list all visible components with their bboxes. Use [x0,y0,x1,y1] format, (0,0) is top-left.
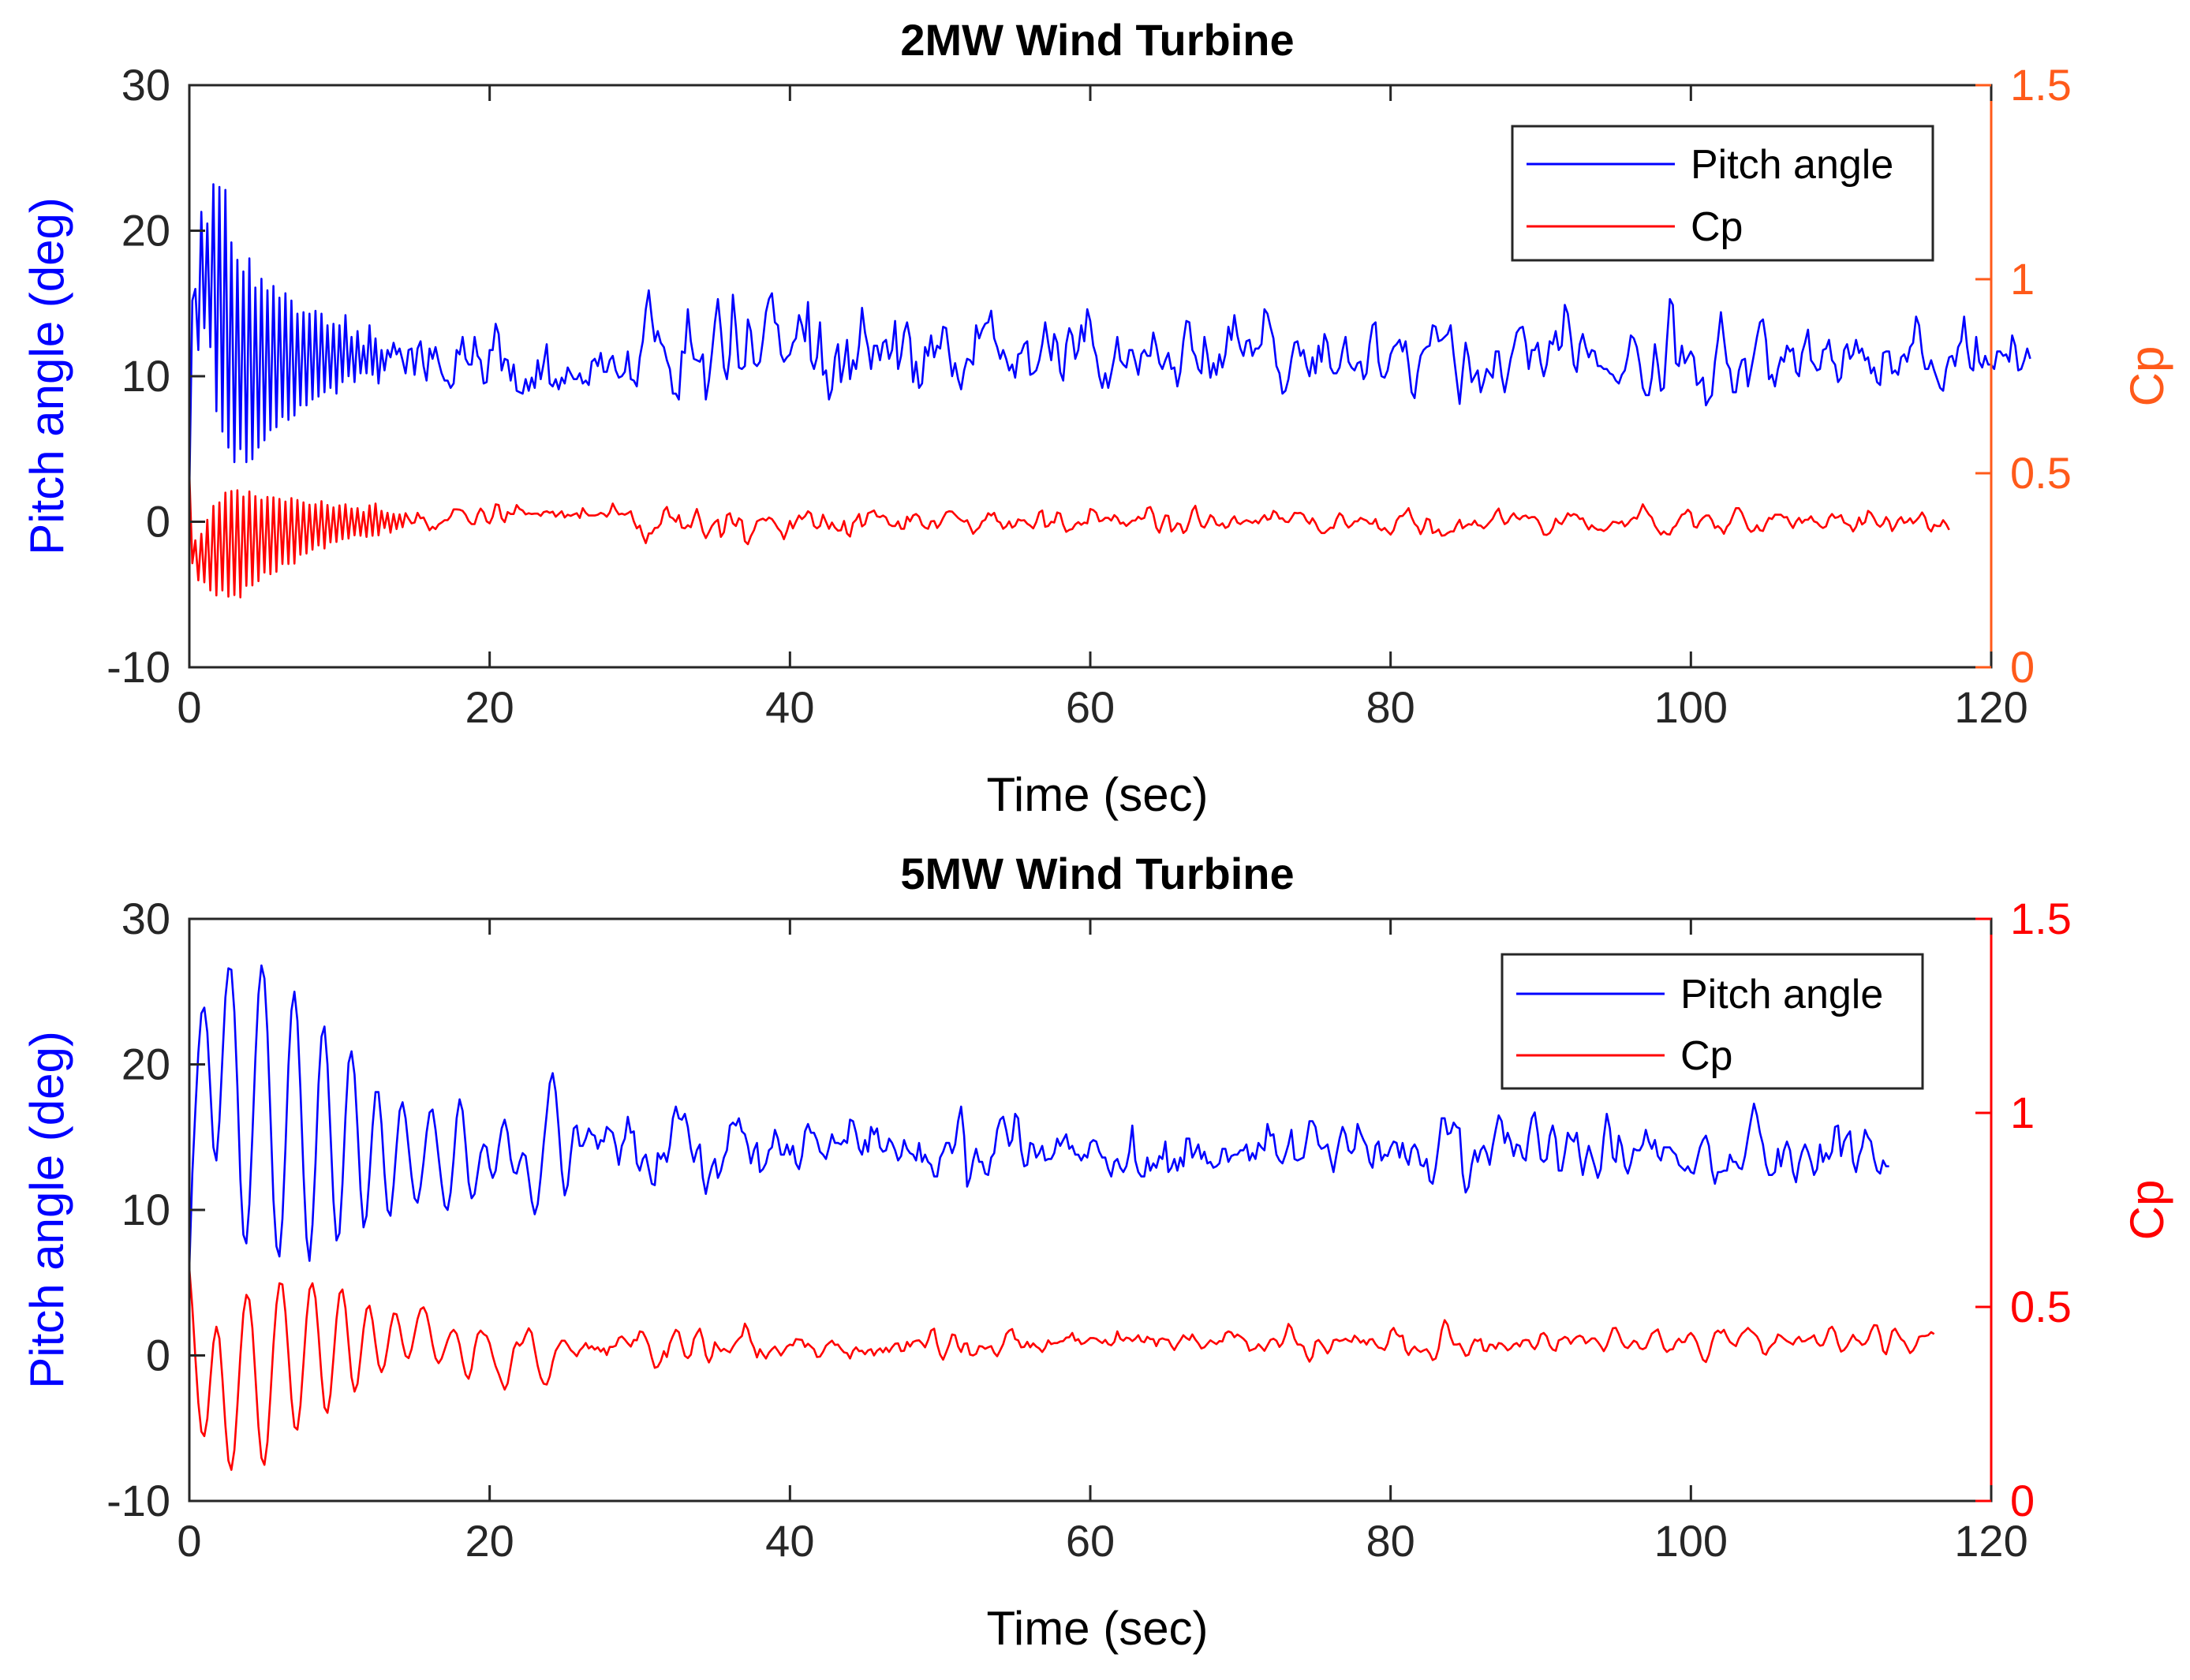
right-y-tick-label: 0.5 [2010,1282,2072,1331]
legend: Pitch angle Cp [1500,953,1924,1090]
left-y-tick-label: -10 [107,1476,170,1525]
series-line-pitch-angle [188,183,2031,493]
x-tick-label: 120 [1954,1516,2027,1566]
right-y-tick-label: 0 [2010,642,2035,692]
legend-label-pitch: Pitch angle [1691,142,1893,188]
x-axis-label: Time (sec) [986,1602,1208,1655]
left-y-axis: -10 0 10 20 30 [107,60,205,692]
right-y-tick-label: 0 [2010,1476,2035,1525]
right-y-axis-label: Cp [2121,346,2173,407]
series-line-cp [188,472,1950,599]
chart-title: 5MW Wind Turbine [900,849,1294,898]
series-layer [188,964,1935,1471]
x-tick-label: 20 [465,1516,514,1566]
x-tick-label: 80 [1366,1516,1415,1566]
legend: Pitch angle Cp [1511,125,1934,262]
legend-label-cp: Cp [1680,1033,1732,1079]
left-y-tick-label: 10 [121,351,170,401]
x-tick-label: 0 [177,682,201,732]
right-y-tick-label: 0.5 [2010,448,2072,498]
left-y-axis: -10 0 10 20 30 [107,894,205,1525]
x-tick-label: 80 [1366,682,1415,732]
right-y-tick-label: 1.5 [2010,894,2072,943]
left-y-tick-label: 10 [121,1185,170,1234]
legend-label-cp: Cp [1691,204,1743,250]
x-tick-label: 40 [765,682,814,732]
series-layer [188,183,2031,599]
x-tick-label: 0 [177,1516,201,1566]
x-axis: 0 20 40 60 80 100 120 [177,85,2028,732]
right-y-axis: 0 0.5 1 1.5 [1975,894,2072,1525]
legend-box [1511,125,1934,262]
left-y-tick-label: 20 [121,206,170,256]
chart-2mw: 2MW Wind Turbine 0 20 40 60 80 100 120 -100102… [21,15,2173,821]
x-tick-label: 120 [1954,682,2027,732]
left-y-axis-label: Pitch angle (deg) [21,197,73,555]
chart-title: 2MW Wind Turbine [900,15,1294,65]
x-tick-label: 60 [1066,1516,1115,1566]
x-tick-label: 100 [1654,682,1728,732]
legend-box [1500,953,1924,1090]
right-y-tick-label: 1 [2010,1088,2035,1137]
x-axis-label: Time (sec) [986,768,1208,821]
x-axis: 0 20 40 60 80 100 120 [177,919,2028,1566]
x-tick-label: 40 [765,1516,814,1566]
legend-label-pitch: Pitch angle [1680,972,1883,1017]
x-tick-label: 60 [1066,682,1115,732]
left-y-tick-label: 20 [121,1040,170,1089]
series-line-cp [188,1267,1935,1471]
left-y-tick-label: 0 [146,1331,170,1380]
right-y-axis-label: Cp [2121,1180,2173,1241]
x-tick-label: 20 [465,682,514,732]
right-y-axis: 0 0.5 1 1.5 [1975,60,2072,692]
left-y-tick-label: 0 [146,497,170,547]
left-y-tick-label: 30 [121,60,170,110]
chart-5mw: 5MW Wind Turbine 0 20 40 60 80 100 120 -100102… [21,849,2173,1655]
left-y-tick-label: 30 [121,894,170,943]
x-tick-label: 100 [1654,1516,1728,1566]
right-y-tick-label: 1.5 [2010,60,2072,110]
right-y-tick-label: 1 [2010,254,2035,304]
left-y-axis-label: Pitch angle (deg) [21,1031,73,1389]
series-line-pitch-angle [188,964,1889,1268]
left-y-tick-label: -10 [107,642,170,692]
